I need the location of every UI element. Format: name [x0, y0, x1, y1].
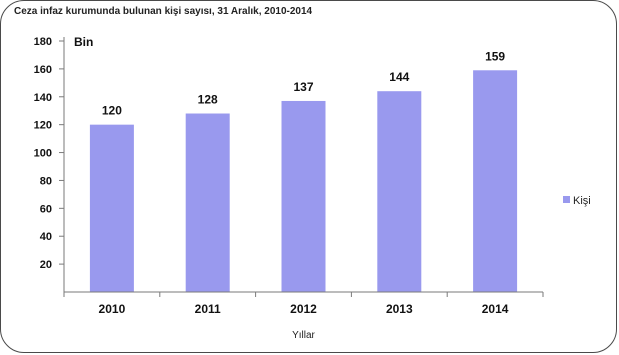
legend: Kişi	[563, 195, 591, 207]
legend-swatch	[563, 196, 570, 203]
data-label: 159	[485, 49, 505, 63]
y-tick-label: 60	[40, 203, 52, 215]
y-tick-label: 120	[34, 120, 52, 132]
x-axis: 2010 2011 2012 2013 2014	[63, 291, 544, 316]
bar	[473, 70, 518, 293]
bars	[89, 70, 518, 293]
x-tick-label: 2013	[386, 302, 413, 316]
y-tick-label: 180	[34, 36, 52, 48]
y-axis: 20 40 60 80 100 120 140 160 180	[34, 36, 65, 292]
y-tick-label: 160	[34, 64, 52, 76]
x-tick-label: 2012	[290, 302, 317, 316]
y-axis-unit-label: Bin	[74, 35, 93, 49]
y-tick-label: 140	[34, 92, 52, 104]
chart-title: Ceza infaz kurumunda bulunan kişi sayısı…	[14, 6, 313, 17]
y-tick-label: 20	[40, 259, 52, 271]
x-tick-label: 2014	[482, 302, 509, 316]
bar	[281, 100, 326, 292]
bar	[377, 91, 422, 292]
y-tick-label: 40	[40, 231, 52, 243]
y-tick-label: 100	[34, 148, 52, 160]
x-tick-label: 2011	[195, 302, 221, 316]
bar	[185, 113, 230, 292]
bar	[89, 124, 134, 293]
data-label: 144	[389, 70, 409, 84]
x-tick-label: 2010	[99, 302, 126, 316]
x-axis-title: Yıllar	[292, 330, 315, 341]
y-tick-label: 80	[40, 175, 52, 187]
data-label: 137	[293, 80, 313, 94]
legend-label: Kişi	[573, 195, 591, 207]
data-label: 120	[102, 104, 122, 118]
data-labels: 120 128 137 144 159	[102, 49, 506, 117]
data-label: 128	[198, 93, 218, 107]
